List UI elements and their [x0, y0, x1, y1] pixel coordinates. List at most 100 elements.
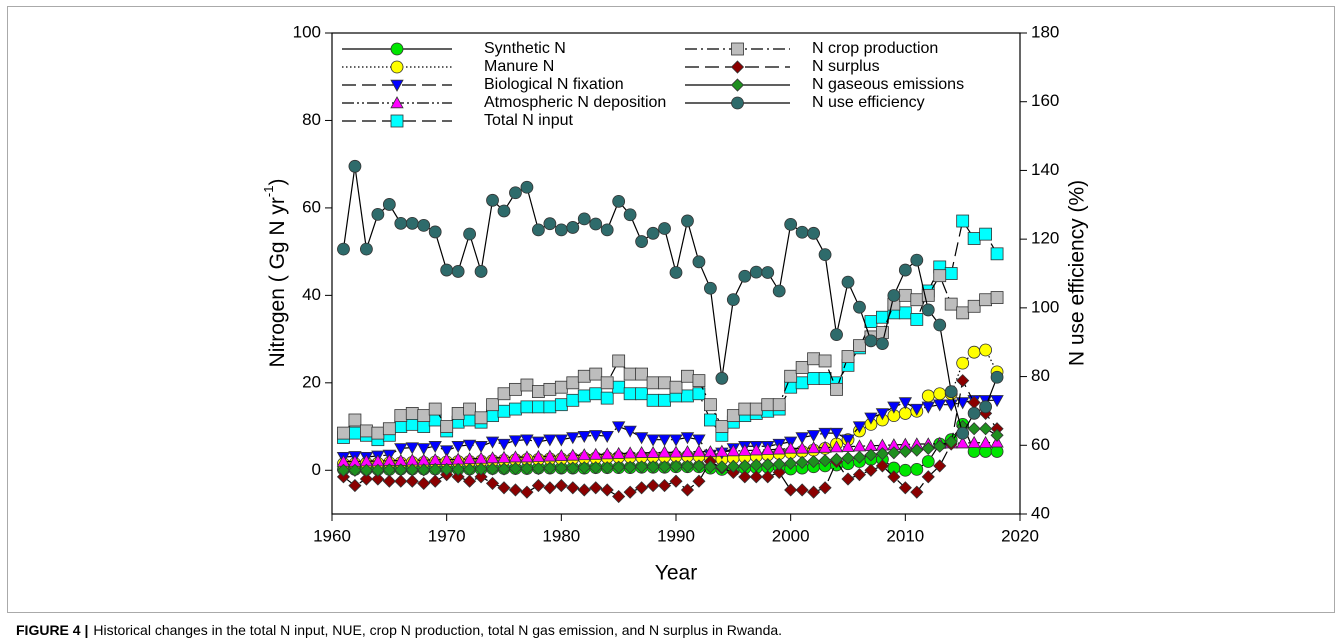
marker [680, 432, 695, 445]
marker [451, 407, 465, 420]
marker [795, 441, 809, 454]
marker [337, 426, 350, 440]
marker [692, 444, 706, 457]
marker [508, 450, 523, 463]
marker [532, 385, 545, 398]
marker [944, 435, 958, 449]
marker [898, 306, 912, 320]
marker [749, 443, 763, 456]
x-tick-label: 1970 [428, 526, 466, 545]
marker [749, 458, 763, 472]
marker [680, 483, 695, 497]
figure-frame [7, 6, 1335, 613]
marker [520, 450, 534, 463]
marker [933, 387, 947, 401]
legend-label: Manure N [484, 58, 554, 75]
marker [612, 380, 626, 394]
marker [623, 208, 637, 222]
marker [841, 275, 855, 289]
marker [646, 479, 660, 493]
marker [681, 389, 694, 403]
marker [589, 217, 603, 231]
legend-marker [390, 79, 404, 92]
marker [933, 459, 947, 473]
marker [508, 483, 523, 497]
marker [566, 393, 580, 407]
marker [440, 263, 454, 277]
marker [497, 204, 511, 218]
marker [944, 267, 958, 280]
marker [921, 470, 935, 484]
marker [864, 463, 878, 477]
marker [956, 214, 970, 228]
marker [394, 443, 408, 456]
marker [910, 253, 924, 267]
marker [577, 389, 591, 403]
marker [852, 421, 867, 434]
marker [967, 435, 981, 448]
x-tick-label: 1960 [313, 526, 351, 545]
marker [921, 401, 935, 414]
marker [463, 227, 477, 241]
marker [577, 369, 591, 383]
marker [967, 345, 981, 359]
marker [612, 489, 626, 504]
marker [497, 481, 511, 495]
marker [371, 463, 385, 477]
marker [818, 372, 832, 385]
marker [772, 284, 786, 298]
marker [784, 217, 798, 231]
marker [921, 455, 935, 468]
marker [554, 449, 569, 462]
marker [853, 339, 866, 353]
marker [543, 434, 557, 447]
y2-tick-label: 180 [1031, 22, 1059, 41]
marker [658, 222, 671, 235]
marker [956, 374, 970, 388]
marker [944, 297, 958, 311]
y2-tick-label: 120 [1031, 229, 1059, 248]
marker [898, 288, 912, 302]
marker [348, 479, 362, 493]
marker [394, 216, 408, 230]
marker [910, 293, 924, 307]
legend-label: N gaseous emissions [812, 76, 964, 93]
marker [520, 180, 534, 194]
marker [784, 369, 798, 383]
marker [784, 483, 798, 497]
marker [554, 398, 568, 412]
marker [979, 343, 992, 357]
marker [371, 472, 385, 486]
marker [898, 481, 912, 495]
marker [807, 226, 820, 240]
marker [405, 216, 419, 230]
marker [612, 460, 626, 474]
marker [876, 337, 889, 350]
marker [531, 436, 546, 449]
marker [761, 470, 775, 484]
marker [635, 235, 648, 248]
y-label-sup: -1 [261, 186, 276, 198]
marker [382, 422, 396, 436]
marker [646, 460, 660, 474]
marker [566, 376, 580, 390]
marker [463, 474, 477, 488]
x-axis-label: Year [655, 562, 697, 585]
marker [990, 395, 1004, 408]
marker [382, 198, 396, 211]
marker [761, 442, 775, 455]
marker [474, 470, 488, 484]
marker [405, 417, 419, 431]
marker [704, 398, 717, 412]
legend-marker [730, 60, 745, 74]
marker [715, 420, 729, 433]
marker [898, 444, 912, 459]
marker [875, 447, 889, 461]
legend-marker [730, 78, 745, 92]
marker [394, 463, 408, 477]
marker [405, 407, 419, 420]
legend-marker [390, 114, 404, 128]
marker [955, 436, 970, 449]
y2-tick-label: 160 [1031, 91, 1059, 110]
marker [646, 445, 660, 458]
